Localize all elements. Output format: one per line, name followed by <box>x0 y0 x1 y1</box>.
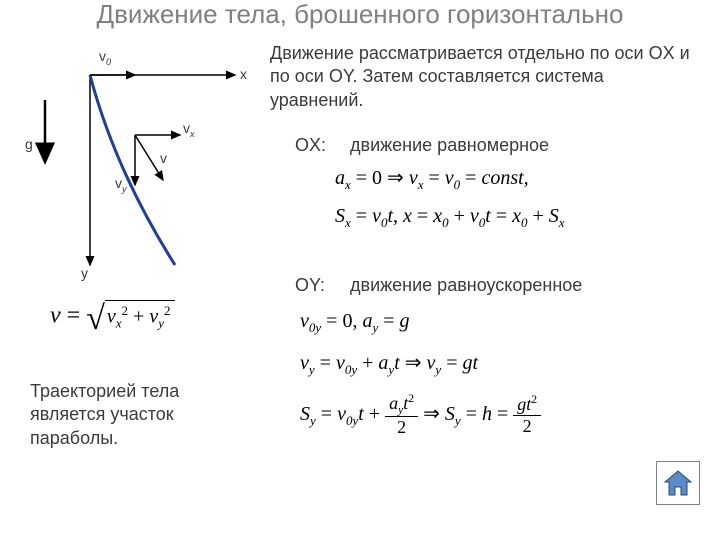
oy-label: OY: <box>295 275 325 296</box>
projectile-diagram: v0 x y g vx vy v <box>15 40 255 280</box>
label-vy: vy <box>115 175 127 194</box>
label-x: x <box>240 66 247 82</box>
speed-magnitude-equation: v = √ vx2 + vy2 <box>50 300 175 334</box>
trajectory-note: Траекторией тела является участок парабо… <box>30 380 210 450</box>
ox-equations: ax = 0 ⇒ vx = v0 = const, Sx = v0t, x = … <box>335 165 695 231</box>
v-vector <box>135 135 163 180</box>
oy-equations: v0y = 0, ay = g vy = v0y + ayt ⇒ vy = gt… <box>300 310 700 439</box>
oy-description: движение равноускоренное <box>350 275 582 296</box>
label-v0: v0 <box>99 48 111 67</box>
ox-label: OX: <box>295 135 326 156</box>
label-g: g <box>25 136 33 152</box>
home-button[interactable] <box>656 461 700 505</box>
content-area: v0 x y g vx vy v Движение рассматриваетс… <box>0 30 720 520</box>
label-y: y <box>81 265 88 281</box>
ox-description: движение равномерное <box>350 135 549 156</box>
label-vx: vx <box>183 120 195 139</box>
trajectory-curve <box>90 75 175 265</box>
home-icon <box>663 469 693 497</box>
label-v: v <box>160 150 167 166</box>
page-title: Движение тела, брошенного горизонтально <box>0 0 720 30</box>
diagram-svg <box>15 40 255 280</box>
intro-text: Движение рассматривается отдельно по оси… <box>270 42 700 112</box>
